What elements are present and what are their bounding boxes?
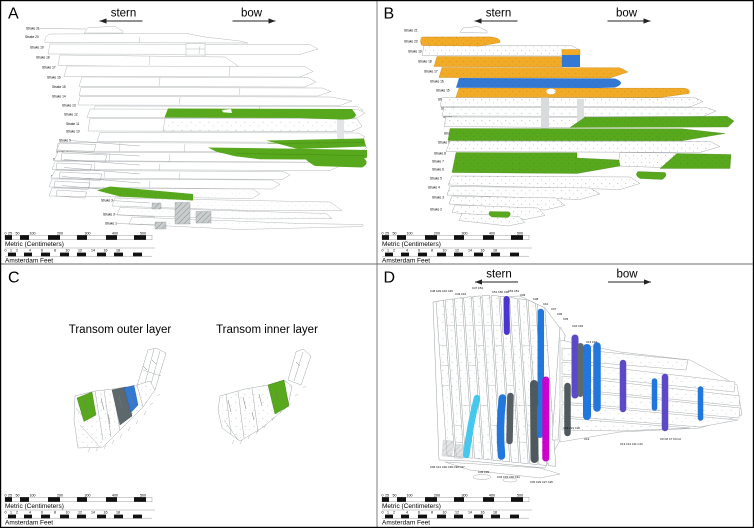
svg-text:Strake 3: Strake 3 [432,196,444,200]
svg-text:C47 C52: C47 C52 [472,286,483,290]
svg-text:Strake 19: Strake 19 [30,46,44,50]
svg-text:C48 C49 C44 C45: C48 C49 C44 C45 [430,289,453,293]
svg-text:Strake 20: Strake 20 [404,40,418,44]
svg-text:B: B [384,6,395,23]
svg-text:C30 C29 C27 C26: C30 C29 C27 C26 [530,480,553,484]
svg-text:Strake 16: Strake 16 [430,80,444,84]
svg-text:Strake 5: Strake 5 [430,177,442,181]
svg-text:C10: C10 [543,302,549,306]
svg-text:Strake 3: Strake 3 [101,199,113,203]
svg-text:C9 C8 C7 C6 C2: C9 C8 C7 C6 C2 [660,437,681,441]
svg-text:Strake 16: Strake 16 [47,76,61,80]
svg-text:C51 C50 C46: C51 C50 C46 [492,290,509,294]
svg-text:C: C [8,270,20,287]
svg-text:Strake 11: Strake 11 [66,122,80,126]
svg-text:C36 C35: C36 C35 [478,470,489,474]
svg-text:Strake 13: Strake 13 [62,104,76,108]
svg-text:Strake 4: Strake 4 [428,186,440,190]
svg-text:C22 C21 C20: C22 C21 C20 [563,426,580,430]
svg-text:Strake 1: Strake 1 [105,222,117,226]
svg-text:Strake 18: Strake 18 [418,60,432,64]
svg-text:Strake 6: Strake 6 [432,168,444,172]
svg-text:Strake 15: Strake 15 [52,85,66,89]
svg-text:Strake 19: Strake 19 [408,50,422,54]
svg-text:C06 C41 C40 C39 C38 C37: C06 C41 C40 C39 C38 C37 [430,465,465,469]
svg-text:Transom inner layer: Transom inner layer [216,324,318,336]
svg-text:Strake 9: Strake 9 [438,141,450,145]
svg-text:C34 C33 C32 C31: C34 C33 C32 C31 [497,475,520,479]
svg-text:D: D [384,270,396,287]
svg-text:Strake 15: Strake 15 [436,89,450,93]
svg-text:Strake 2: Strake 2 [430,208,442,212]
svg-text:Strake 9: Strake 9 [59,139,71,143]
svg-text:C07: C07 [551,307,557,311]
svg-text:C13 C12 C11 C10: C13 C12 C11 C10 [620,442,643,446]
svg-text:Strake 20: Strake 20 [25,35,39,39]
svg-text:Strake 21: Strake 21 [26,27,40,31]
svg-text:Strake 17: Strake 17 [42,66,56,70]
svg-text:Strake 8: Strake 8 [434,152,446,156]
svg-text:Strake 21: Strake 21 [404,29,418,33]
svg-text:C15 C16: C15 C16 [586,340,597,344]
svg-text:Strake 7: Strake 7 [432,160,444,164]
svg-text:C09: C09 [520,293,526,297]
svg-text:Transom outer layer: Transom outer layer [69,324,172,336]
svg-text:Strake 17: Strake 17 [424,70,438,74]
svg-text:C08: C08 [533,297,539,301]
svg-text:Strake 14: Strake 14 [52,95,66,99]
svg-text:Strake 18: Strake 18 [36,56,50,60]
svg-text:C06: C06 [557,312,563,316]
svg-text:C43 C42: C43 C42 [455,292,466,296]
svg-text:C19: C19 [584,437,590,441]
svg-text:A: A [8,6,19,23]
svg-text:C53 C51: C53 C51 [508,289,519,293]
svg-text:Strake 2: Strake 2 [103,213,115,217]
svg-text:C05: C05 [563,317,569,321]
svg-text:Strake 8: Strake 8 [56,150,68,154]
svg-text:C04 C03: C04 C03 [572,324,583,328]
svg-text:Strake 12: Strake 12 [64,113,78,117]
svg-text:Strake 10: Strake 10 [66,130,80,134]
